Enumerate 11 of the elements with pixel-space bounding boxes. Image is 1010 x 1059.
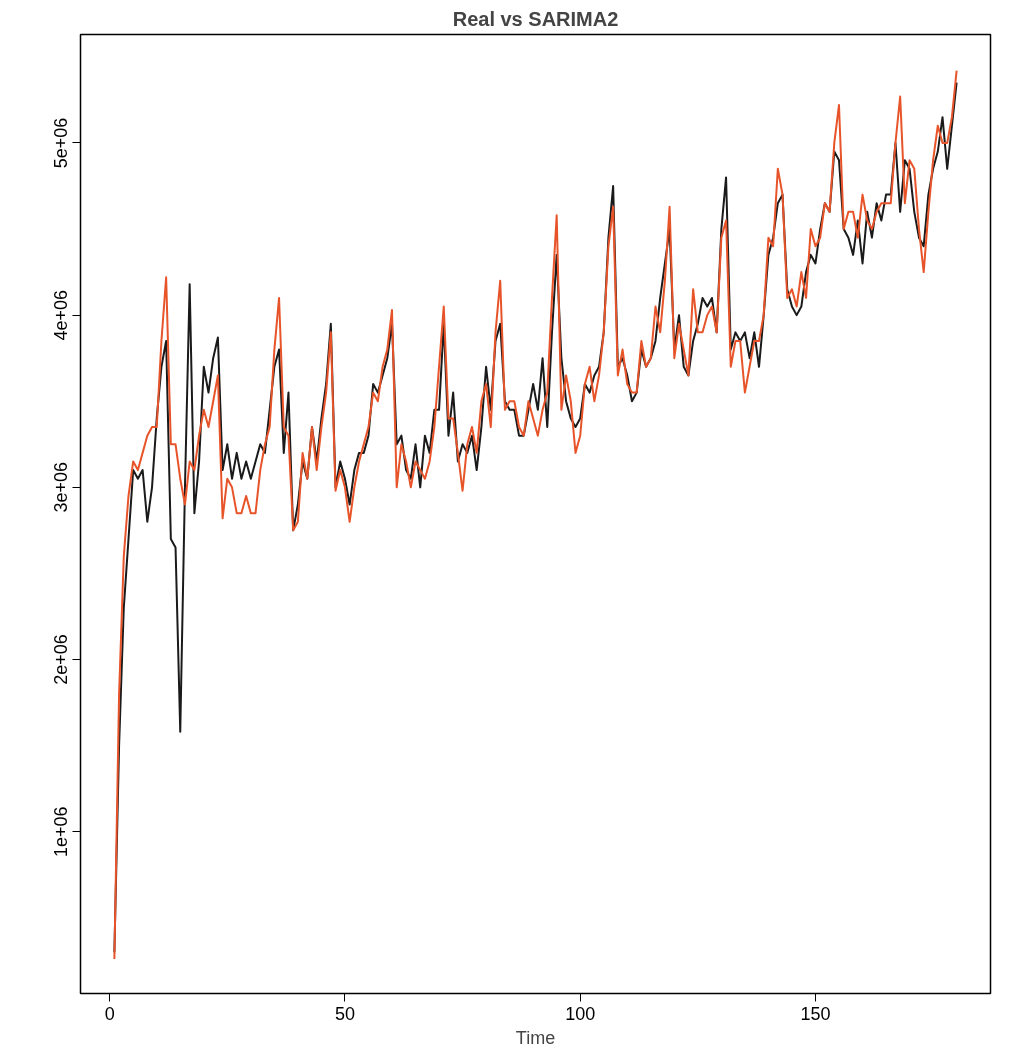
y-tick-label: 5e+06 (51, 117, 72, 169)
y-tick-label: 2e+06 (51, 634, 72, 685)
x-tick-label: 150 (800, 1003, 831, 1024)
y-tick-label: 1e+06 (51, 806, 72, 857)
y-tick-label: 3e+06 (51, 462, 72, 513)
x-tick-label: 0 (104, 1003, 115, 1024)
x-tick-label: 100 (565, 1003, 596, 1024)
x-axis-title: Time (515, 1027, 556, 1048)
chart-title: Real vs SARIMA2 (452, 7, 619, 30)
y-tick-label: 4e+06 (51, 289, 72, 341)
x-tick-label: 50 (334, 1003, 355, 1024)
